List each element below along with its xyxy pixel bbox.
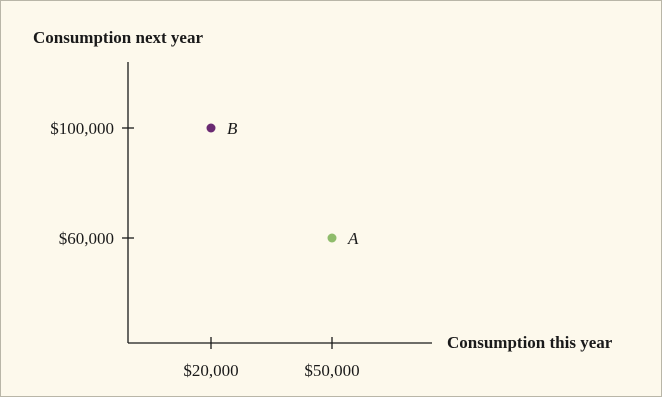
point-b — [206, 123, 216, 133]
y-tick-label: $100,000 — [50, 119, 114, 138]
y-axis-title: Consumption next year — [33, 28, 203, 47]
point-a — [327, 233, 337, 243]
x-axis-title: Consumption this year — [447, 333, 613, 352]
x-tick-label: $50,000 — [304, 361, 359, 380]
point-label-b: B — [227, 119, 238, 138]
x-tick-label: $20,000 — [183, 361, 238, 380]
point-label-a: A — [347, 229, 359, 248]
y-tick-label: $60,000 — [59, 229, 114, 248]
